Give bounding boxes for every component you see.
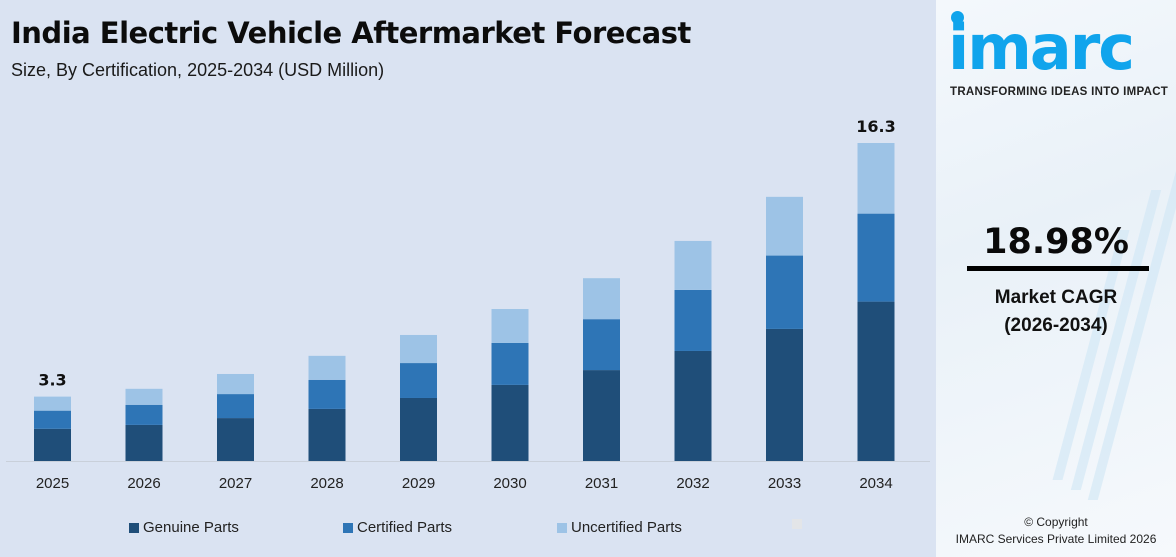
- x-tick-label: 2029: [402, 475, 435, 492]
- bar-segment-uncertified-parts-2031: [583, 278, 620, 320]
- bar-segment-certified-parts-2031: [583, 319, 620, 371]
- bar-segment-genuine-parts-2033: [766, 328, 803, 461]
- logo-tagline: TRANSFORMING IDEAS INTO IMPACT: [950, 86, 1169, 98]
- x-tick-label: 2025: [36, 475, 69, 492]
- legend-item-genuine-parts: Genuine Parts: [129, 519, 239, 536]
- bar-segment-genuine-parts-2031: [583, 370, 620, 461]
- bar-segment-genuine-parts-2027: [217, 418, 254, 461]
- legend-swatch: [129, 522, 139, 533]
- cagr-period: (2026-2034): [1004, 315, 1108, 336]
- data-label-2034: 16.3: [856, 117, 895, 136]
- bar-segment-genuine-parts-2029: [400, 397, 437, 461]
- imarc-logo: imarc: [948, 11, 1135, 84]
- legend-item-uncertified-parts: Uncertified Parts: [557, 519, 682, 536]
- legend-swatch: [557, 522, 567, 533]
- copyright-line-1: © Copyright: [1024, 515, 1088, 529]
- bar-segment-uncertified-parts-2026: [125, 388, 163, 405]
- x-tick-label: 2027: [219, 475, 252, 492]
- cagr-label: Market CAGR: [994, 287, 1118, 308]
- bar-segment-uncertified-parts-2033: [766, 196, 803, 256]
- stacked-bar-chart: 2025 2026 2027 2028 2029 2030 2031 2032 2033 2034…: [6, 117, 930, 492]
- sidebar-panel: imarc TRANSFORMING IDEAS INTO IMPACT 18.…: [936, 0, 1176, 557]
- legend-label: Uncertified Parts: [571, 519, 682, 536]
- bar-segment-uncertified-parts-2030: [491, 309, 529, 343]
- x-tick-label: 2033: [768, 475, 801, 492]
- cagr-caption: Market CAGR (2026-2034): [936, 284, 1176, 340]
- legend-item-empty: [792, 519, 806, 529]
- bar-segment-uncertified-parts-2027: [217, 373, 254, 395]
- x-tick-label: 2026: [127, 475, 160, 492]
- bar-segment-genuine-parts-2026: [125, 424, 163, 461]
- bar-segment-genuine-parts-2030: [491, 384, 529, 461]
- bar-segment-certified-parts-2026: [125, 404, 163, 425]
- chart-subtitle: Size, By Certification, 2025-2034 (USD M…: [11, 60, 385, 80]
- divider: [967, 266, 1149, 271]
- bar-segment-genuine-parts-2032: [674, 350, 712, 461]
- logo-dot: [951, 11, 964, 24]
- bar-segment-certified-parts-2029: [400, 363, 437, 398]
- x-tick-label: 2034: [859, 475, 892, 492]
- bar-segment-certified-parts-2034: [857, 213, 895, 302]
- bar-segment-genuine-parts-2025: [34, 428, 71, 461]
- bar-segment-certified-parts-2025: [34, 410, 71, 429]
- bar-segment-uncertified-parts-2028: [308, 355, 346, 380]
- bar-segment-uncertified-parts-2025: [34, 396, 71, 411]
- legend-item-certified-parts: Certified Parts: [343, 519, 452, 536]
- bar-segment-uncertified-parts-2032: [674, 240, 712, 290]
- legend-swatch: [792, 519, 802, 529]
- x-tick-label: 2028: [310, 475, 343, 492]
- bar-segment-certified-parts-2033: [766, 255, 803, 329]
- bar-segment-genuine-parts-2028: [308, 408, 346, 461]
- legend-label: Genuine Parts: [143, 519, 239, 536]
- legend-label: Certified Parts: [357, 519, 453, 536]
- bar-segment-certified-parts-2032: [674, 289, 712, 351]
- x-tick-label: 2030: [493, 475, 526, 492]
- bar-segment-genuine-parts-2034: [857, 301, 895, 461]
- bar-segment-certified-parts-2027: [217, 394, 254, 419]
- x-tick-label: 2031: [585, 475, 618, 492]
- chart-title: India Electric Vehicle Aftermarket Forec…: [11, 16, 691, 50]
- bar-segment-certified-parts-2030: [491, 342, 529, 385]
- bar-segment-uncertified-parts-2034: [857, 143, 895, 214]
- legend-swatch: [343, 522, 353, 533]
- bar-segment-certified-parts-2028: [308, 379, 346, 409]
- copyright: © Copyright IMARC Services Private Limit…: [936, 514, 1176, 548]
- chart-panel: India Electric Vehicle Aftermarket Forec…: [6, 16, 930, 536]
- bar-segment-uncertified-parts-2029: [400, 334, 437, 364]
- x-tick-label: 2032: [676, 475, 709, 492]
- cagr-value: 18.98%: [983, 222, 1129, 262]
- copyright-line-2: IMARC Services Private Limited 2026: [955, 532, 1157, 546]
- data-label-2025: 3.3: [38, 371, 66, 390]
